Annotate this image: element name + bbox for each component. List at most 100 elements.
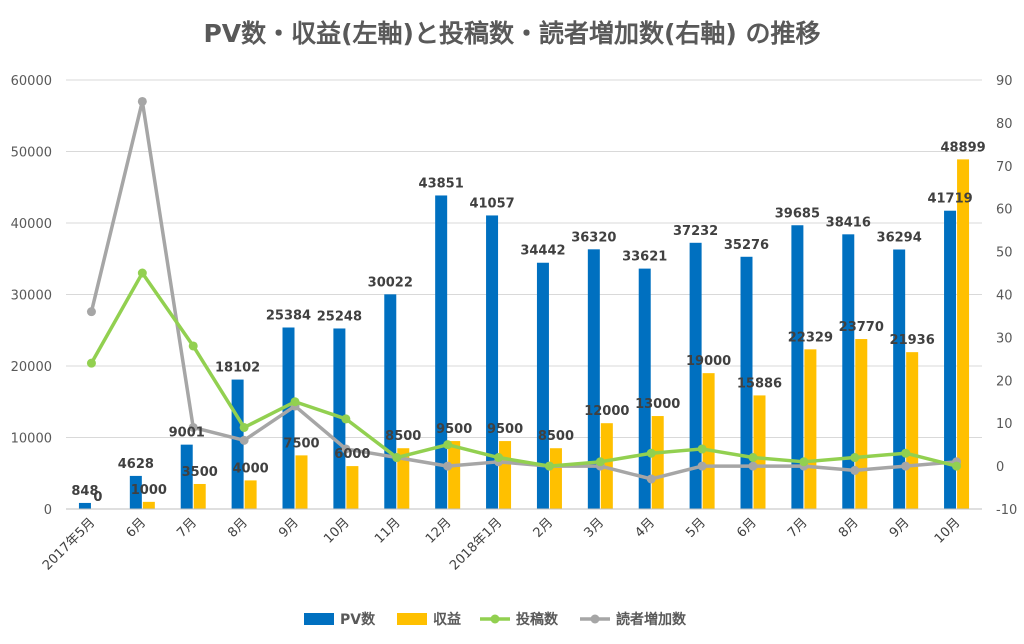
- series-point-readers: [137, 96, 147, 106]
- bar-pv: [435, 195, 448, 510]
- bar-revenue: [753, 395, 766, 509]
- series-point-posts: [86, 358, 96, 368]
- series-point-readers: [86, 307, 96, 317]
- x-tick-label: 7月: [174, 515, 200, 541]
- bar-pv: [333, 328, 346, 509]
- x-tick-label: 9月: [887, 515, 913, 541]
- x-tick-label: 8月: [225, 515, 251, 541]
- y-left-tick-label: 20000: [11, 360, 52, 375]
- x-tick-label: 4月: [632, 515, 658, 541]
- x-tick-label: 9月: [276, 515, 302, 541]
- series-point-posts: [188, 341, 198, 351]
- y-left-tick-label: 30000: [11, 289, 52, 304]
- data-label-revenue: 13000: [635, 397, 680, 412]
- series-point-readers: [188, 422, 198, 432]
- series-point-readers: [748, 461, 758, 471]
- y-left-tick-label: 40000: [11, 217, 52, 232]
- data-label-pv: 43851: [419, 176, 464, 191]
- data-label-pv: 33621: [622, 250, 667, 265]
- series-line-readers: [89, 99, 957, 481]
- bar-pv: [689, 242, 702, 509]
- legend-swatch-revenue: [397, 613, 427, 625]
- bar-revenue: [855, 339, 868, 509]
- data-label-revenue: 12000: [584, 404, 629, 419]
- series-point-posts: [595, 457, 605, 467]
- series-point-posts: [901, 448, 911, 458]
- bar-revenue: [957, 159, 970, 510]
- data-label-revenue: 15886: [737, 376, 782, 391]
- legend-marker-readers: [590, 614, 600, 624]
- data-label-pv: 39685: [775, 206, 820, 221]
- y-left-tick-label: 60000: [11, 74, 52, 89]
- data-label-revenue: 0: [93, 490, 102, 505]
- data-label-pv: 18102: [215, 361, 260, 376]
- series-point-posts: [341, 414, 351, 424]
- y-right-tick-label: 20: [996, 374, 1013, 389]
- data-label-revenue: 9500: [487, 422, 523, 437]
- bar-pv: [740, 256, 753, 509]
- bar-revenue: [804, 349, 817, 509]
- series-point-readers: [850, 465, 860, 475]
- legend-swatch-pv: [304, 613, 334, 625]
- x-tick-label: 5月: [683, 515, 709, 541]
- x-tick-label: 2017年5月: [40, 515, 98, 573]
- data-label-revenue: 48899: [940, 140, 985, 155]
- data-label-revenue: 6000: [334, 447, 370, 462]
- bar-revenue: [499, 441, 512, 509]
- bar-revenue: [193, 483, 206, 509]
- bar-revenue: [244, 480, 257, 509]
- y-right-tick-label: 80: [996, 117, 1013, 132]
- series-point-readers: [901, 461, 911, 471]
- series-point-posts: [799, 457, 809, 467]
- series-point-posts: [646, 448, 656, 458]
- data-label-revenue: 8500: [385, 429, 421, 444]
- data-label-pv: 38416: [826, 215, 871, 230]
- data-label-revenue: 9500: [436, 422, 472, 437]
- y-right-tick-label: 0: [996, 460, 1004, 475]
- bar-revenue: [702, 373, 715, 509]
- x-tick-label: 6月: [124, 515, 150, 541]
- data-label-pv: 4628: [118, 457, 154, 472]
- data-label-pv: 25248: [317, 309, 362, 324]
- data-label-pv: 848: [71, 484, 98, 499]
- series-point-readers: [341, 444, 351, 454]
- data-label-pv: 34442: [520, 244, 565, 259]
- bar-pv: [536, 262, 549, 509]
- bar-revenue: [651, 416, 664, 509]
- bar-pv: [944, 210, 957, 509]
- series-point-posts: [290, 397, 300, 407]
- series-point-posts: [748, 453, 758, 463]
- bar-pv: [842, 234, 855, 509]
- bar-pv: [638, 268, 651, 509]
- bar-pv: [486, 215, 499, 509]
- data-label-revenue: 7500: [283, 436, 319, 451]
- bar-revenue: [448, 441, 461, 509]
- data-label-pv: 9001: [169, 426, 205, 441]
- x-tick-label: 2月: [531, 515, 557, 541]
- series-point-readers: [443, 461, 453, 471]
- data-label-revenue: 4000: [233, 461, 269, 476]
- bar-revenue: [346, 466, 359, 509]
- bar-revenue: [142, 501, 155, 509]
- bar-pv: [587, 249, 600, 509]
- series-point-posts: [952, 461, 962, 471]
- y-right-tick-label: 60: [996, 203, 1013, 218]
- bar-pv: [893, 249, 906, 509]
- legend-marker-posts: [490, 614, 500, 624]
- data-label-pv: 41057: [469, 196, 514, 211]
- data-label-revenue: 19000: [686, 354, 731, 369]
- data-label-pv: 35276: [724, 238, 769, 253]
- data-label-pv: 41719: [927, 192, 972, 207]
- y-right-tick-label: 50: [996, 246, 1013, 261]
- data-label-pv: 37232: [673, 224, 718, 239]
- legend-label-revenue: 収益: [433, 611, 461, 628]
- bar-pv: [282, 327, 295, 509]
- series-point-posts: [239, 422, 249, 432]
- legend-label-readers: 読者増加数: [616, 611, 687, 628]
- x-tick-label: 6月: [734, 515, 760, 541]
- y-right-tick-label: 40: [996, 289, 1013, 304]
- y-left-tick-label: 10000: [11, 432, 52, 447]
- series-point-readers: [239, 435, 249, 445]
- series-point-posts: [137, 268, 147, 278]
- bar-revenue: [397, 448, 410, 509]
